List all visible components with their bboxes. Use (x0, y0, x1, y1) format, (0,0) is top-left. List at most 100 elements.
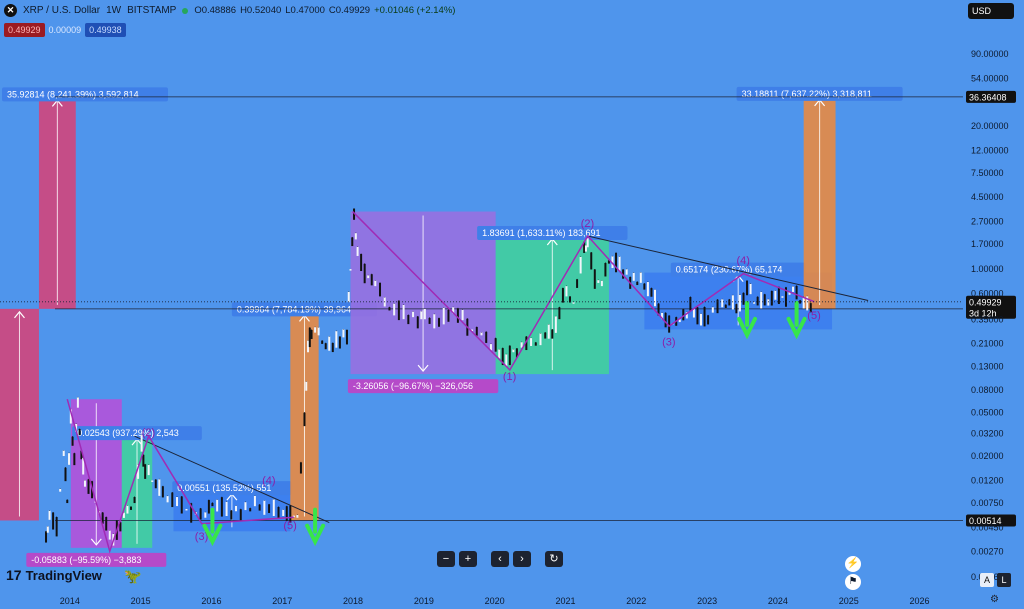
reset-chart-button[interactable]: ↻ (545, 551, 563, 567)
bar-countdown: 3d 12h (969, 308, 997, 318)
candle (393, 303, 396, 316)
interval[interactable]: 1W (106, 5, 122, 16)
xrp-logo-icon: ✕ (4, 4, 17, 17)
candle (133, 497, 136, 504)
currency-select[interactable]: USD (968, 3, 1014, 19)
measure-label-bg (2, 87, 168, 102)
lightning-icon[interactable]: ⚡ (845, 556, 861, 572)
candle (583, 241, 586, 253)
x-tick-label: 2025 (839, 596, 859, 606)
candle (55, 517, 58, 537)
candle (299, 462, 302, 474)
y-tick-label: 90.00000 (971, 49, 1009, 59)
candle (370, 274, 373, 286)
candle (565, 286, 568, 297)
candle (452, 307, 455, 314)
wave-label: (2) (581, 218, 594, 230)
candle (471, 329, 474, 332)
settings-icon[interactable]: ⚙ (990, 594, 999, 605)
sell-button[interactable]: 0.49929 (4, 23, 45, 37)
measure-label-bg (736, 86, 903, 101)
candle (716, 299, 719, 314)
y-tick-label: 12.00000 (971, 145, 1009, 155)
candle (314, 327, 317, 333)
candle (551, 329, 554, 339)
measure-label-bg (347, 379, 499, 394)
candle (354, 233, 357, 240)
candle (349, 269, 352, 271)
candle (485, 331, 488, 343)
candle (137, 464, 140, 479)
candle (738, 294, 741, 312)
y-tick-label: 20.00000 (971, 121, 1009, 131)
candle (321, 340, 324, 344)
candle (154, 479, 157, 489)
zoom-in-button[interactable]: + (459, 551, 477, 567)
tradingview-logo[interactable]: 17 TradingView (6, 567, 102, 583)
candle (76, 397, 79, 408)
candle (122, 512, 125, 518)
candle (244, 502, 247, 511)
trade-prices: 0.49929 0.00009 0.49938 (4, 23, 126, 37)
elliott-wave-line (352, 211, 815, 372)
measure-label-bg (670, 262, 806, 277)
y-tick-label: 0.21000 (971, 339, 1004, 349)
candle (388, 307, 391, 311)
candle (363, 263, 366, 284)
candle (423, 308, 426, 320)
candle (416, 316, 419, 329)
y-tick-label: 36.36408 (969, 92, 1007, 102)
candle (770, 290, 773, 306)
candle (289, 505, 292, 523)
candle (724, 304, 727, 308)
x-tick-label: 2018 (343, 596, 363, 606)
candle (331, 342, 334, 353)
elliott-wave-line (66, 399, 294, 554)
x-tick-label: 2014 (60, 596, 80, 606)
buy-button[interactable]: 0.49938 (85, 23, 126, 37)
scroll-left-button[interactable]: ‹ (491, 551, 509, 567)
candle (342, 329, 345, 338)
candle (310, 329, 313, 340)
candle (69, 409, 72, 424)
candle (569, 296, 572, 303)
measure-label: 35.92814 (8,241.39%) 3,592,814 (7, 89, 139, 99)
flag-icon[interactable]: ⚑ (845, 574, 861, 590)
candle (639, 272, 642, 283)
candle (397, 300, 400, 321)
measure-arrow-head (14, 310, 25, 319)
candle (338, 336, 341, 349)
spread: 0.00009 (48, 25, 82, 35)
candle (480, 332, 483, 336)
candle (407, 314, 410, 325)
x-tick-label: 2023 (697, 596, 717, 606)
candle (604, 262, 607, 277)
candle (119, 522, 122, 532)
zoom-out-button[interactable]: − (437, 551, 455, 567)
candle (799, 300, 802, 304)
log-scale-button[interactable]: L (997, 573, 1011, 587)
y-tick-label: 0.35000 (971, 314, 1004, 324)
candle (216, 499, 219, 512)
symbol-name[interactable]: XRP / U.S. Dollar (23, 5, 101, 16)
candle (345, 329, 348, 345)
measure-label-bg (231, 302, 378, 317)
candle (171, 492, 174, 508)
candle (475, 327, 478, 336)
scroll-right-button[interactable]: › (513, 551, 531, 567)
auto-scale-button[interactable]: A (980, 573, 994, 587)
hline-price-tag (966, 514, 1016, 527)
measure-label-bg (26, 552, 167, 567)
candle (539, 333, 542, 346)
change-value: +0.01046 (+2.14%) (374, 5, 456, 16)
candle (52, 512, 55, 530)
wave-label: (2) (142, 427, 155, 439)
candle (277, 506, 280, 519)
candle (239, 509, 242, 522)
candle (101, 512, 104, 524)
x-tick-label: 2026 (910, 596, 930, 606)
candle (646, 282, 649, 297)
candle (412, 311, 415, 318)
candle (607, 260, 610, 264)
